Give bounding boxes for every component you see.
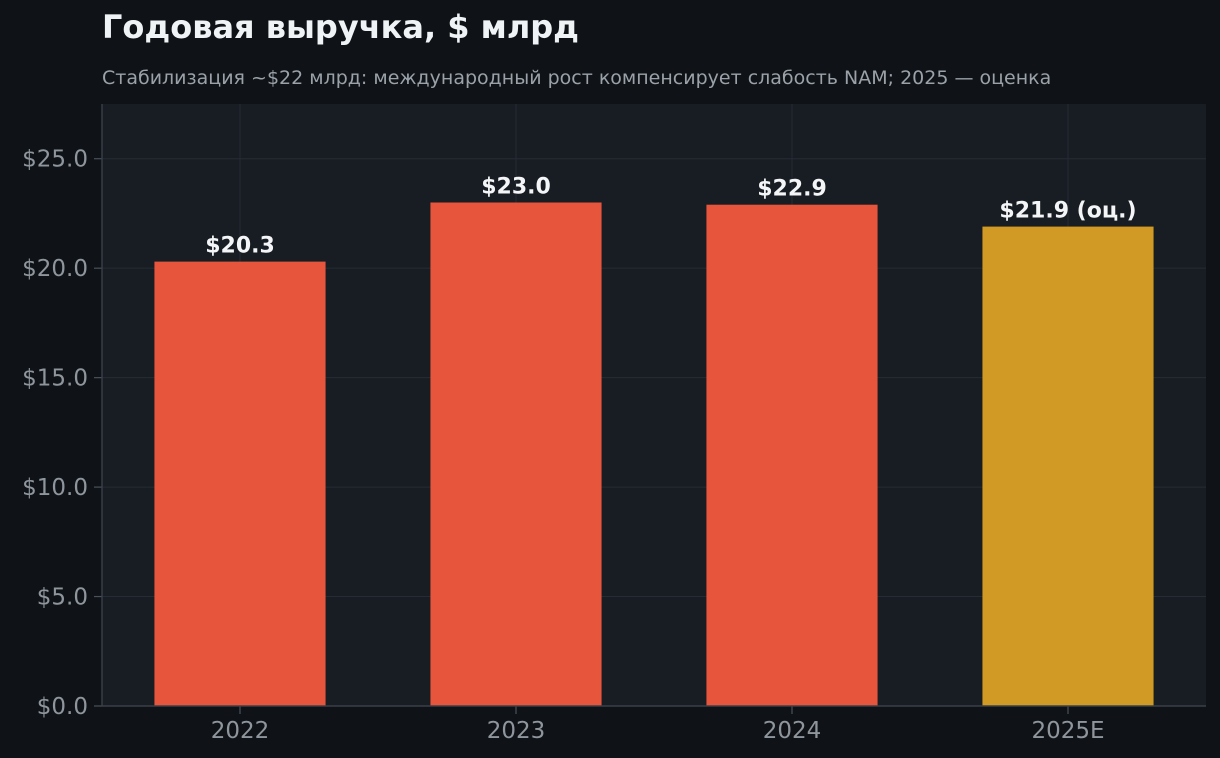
y-tick-label: $25.0	[22, 147, 88, 173]
data-label: $21.9 (оц.)	[999, 199, 1136, 224]
data-labels: $20.3 $23.0 $22.9 $21.9 (оц.)	[205, 175, 1136, 259]
data-label: $22.9	[757, 177, 827, 202]
y-tick-label: $15.0	[22, 366, 88, 392]
y-tick-label: $20.0	[22, 256, 88, 282]
y-tick-label: $5.0	[37, 585, 88, 611]
x-tick-label: 2022	[211, 718, 270, 744]
x-tick-label: 2023	[487, 718, 546, 744]
bar	[154, 261, 326, 706]
x-tick-label: 2024	[763, 718, 822, 744]
chart-subtitle: Стабилизация ~$22 млрд: международный ро…	[102, 67, 1051, 89]
y-tick-label: $0.0	[37, 694, 88, 720]
bar	[982, 226, 1154, 706]
data-label: $23.0	[481, 175, 551, 200]
axes: $0.0 $5.0 $10.0 $15.0 $20.0 $25.0 2022 2023 2024…	[22, 104, 1206, 744]
y-tick-label: $10.0	[22, 475, 88, 501]
chart-title: Годовая выручка, $ млрд	[102, 8, 579, 46]
x-tick-label: 2025E	[1031, 718, 1104, 744]
bar	[430, 202, 602, 706]
data-label: $20.3	[205, 234, 275, 259]
bars	[154, 202, 1154, 706]
bar	[706, 204, 878, 706]
